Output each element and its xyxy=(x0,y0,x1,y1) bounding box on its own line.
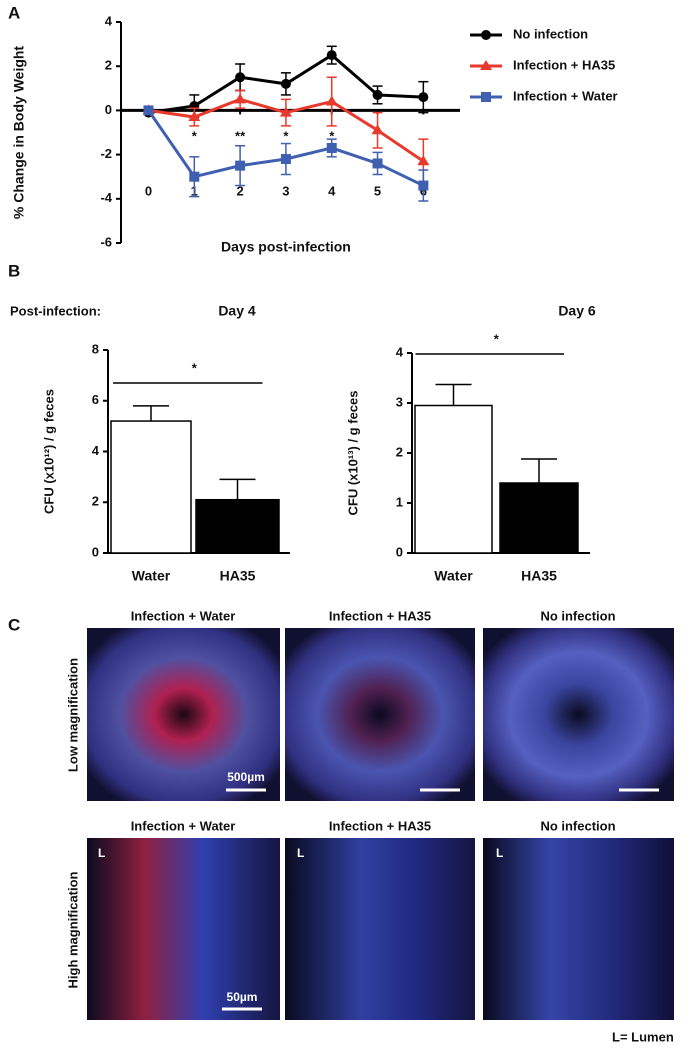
marker xyxy=(417,155,430,166)
column-title: Infection + Water xyxy=(131,818,236,833)
marker xyxy=(235,72,246,83)
y-tick-label: 3 xyxy=(396,394,403,409)
marker xyxy=(372,158,383,169)
marker xyxy=(418,180,429,191)
image xyxy=(87,838,280,1020)
micrographs xyxy=(87,628,674,1020)
x-tick-label: 5 xyxy=(374,183,381,198)
marker xyxy=(325,95,338,106)
y-tick-label: 0 xyxy=(92,544,99,559)
y-axis-label: % Change in Body Weight xyxy=(11,46,27,220)
lumen-marker: L xyxy=(98,846,105,860)
marker xyxy=(371,124,384,135)
marker xyxy=(280,78,291,89)
image xyxy=(87,628,280,801)
marker xyxy=(234,93,247,104)
y-tick-label: -6 xyxy=(100,234,112,249)
column-title: Infection + HA35 xyxy=(329,818,431,833)
legend-marker xyxy=(481,92,491,102)
marker xyxy=(372,89,383,100)
lumen-marker: L xyxy=(297,846,304,860)
x-tick-label: 2 xyxy=(236,183,243,198)
annotation: ** xyxy=(235,128,246,143)
x-tick-label: HA35 xyxy=(521,568,557,584)
legend-label: No infection xyxy=(513,26,588,41)
annotation: * xyxy=(329,128,335,143)
marker xyxy=(143,105,154,116)
panel-label: C xyxy=(8,615,20,634)
chart-title: Day 4 xyxy=(218,303,256,319)
legend-label: Infection + HA35 xyxy=(513,57,615,72)
marker xyxy=(326,50,337,61)
y-tick-label: 2 xyxy=(105,58,112,73)
legend-marker xyxy=(480,60,492,70)
legend-label: Infection + Water xyxy=(513,88,618,103)
marker xyxy=(279,106,292,117)
annotation: * xyxy=(192,128,198,143)
y-tick-label: 4 xyxy=(105,13,113,28)
panel-label: A xyxy=(8,3,20,22)
column-title: Infection + HA35 xyxy=(329,608,431,623)
column-title: Infection + Water xyxy=(131,608,236,623)
y-tick-label: 4 xyxy=(396,344,404,359)
x-tick-label: Water xyxy=(434,568,473,584)
image xyxy=(483,628,674,801)
y-tick-label: 6 xyxy=(92,392,99,407)
bar xyxy=(110,420,192,554)
annotation: * xyxy=(283,128,289,143)
marker xyxy=(235,160,246,171)
marker xyxy=(188,111,201,122)
annotation: * xyxy=(192,360,198,375)
y-tick-label: 0 xyxy=(396,544,403,559)
post-infection-label: Post-infection: xyxy=(10,303,101,318)
bar xyxy=(499,482,579,554)
x-tick-label: 3 xyxy=(282,183,289,198)
lumen-marker: L xyxy=(496,846,503,860)
y-tick-label: 2 xyxy=(92,494,99,509)
marker xyxy=(280,154,291,165)
y-tick-label: -2 xyxy=(100,146,112,161)
row-label: Low magnification xyxy=(65,658,80,772)
chart-title: Day 6 xyxy=(558,303,596,319)
x-tick-label: 4 xyxy=(328,183,336,198)
image xyxy=(483,838,674,1020)
marker xyxy=(418,92,429,103)
row-label: High magnification xyxy=(65,871,80,988)
scale-bar-label: 500µm xyxy=(227,770,265,784)
y-tick-label: 0 xyxy=(105,102,112,117)
x-tick-label: Water xyxy=(132,568,171,584)
column-title: No infection xyxy=(540,608,615,623)
image xyxy=(285,838,475,1020)
x-tick-label: 0 xyxy=(145,183,152,198)
bar xyxy=(414,404,493,554)
y-tick-label: 8 xyxy=(92,341,99,356)
marker xyxy=(189,171,200,182)
marker xyxy=(326,142,337,153)
x-tick-label: HA35 xyxy=(220,568,256,584)
y-tick-label: 1 xyxy=(396,494,403,509)
column-title: No infection xyxy=(540,818,615,833)
y-tick-label: 2 xyxy=(396,444,403,459)
scale-bar-label: 50µm xyxy=(227,990,258,1004)
image xyxy=(285,628,475,801)
y-tick-label: 4 xyxy=(92,443,100,458)
y-axis-label: CFU (x10¹²) / g feces xyxy=(41,389,56,514)
x-axis-label: Days post-infection xyxy=(221,239,351,255)
annotation: * xyxy=(494,331,500,346)
panel-label: B xyxy=(8,261,20,280)
bar xyxy=(195,498,280,554)
y-axis-label: CFU (x10¹³) / g feces xyxy=(345,391,360,516)
lumen-note: L= Lumen xyxy=(612,1029,674,1044)
legend-marker xyxy=(481,30,491,40)
y-tick-label: -4 xyxy=(100,190,112,205)
